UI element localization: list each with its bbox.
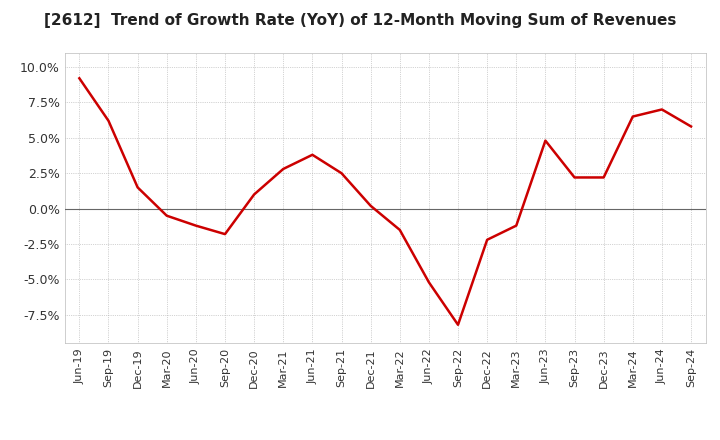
- Text: [2612]  Trend of Growth Rate (YoY) of 12-Month Moving Sum of Revenues: [2612] Trend of Growth Rate (YoY) of 12-…: [44, 13, 676, 28]
